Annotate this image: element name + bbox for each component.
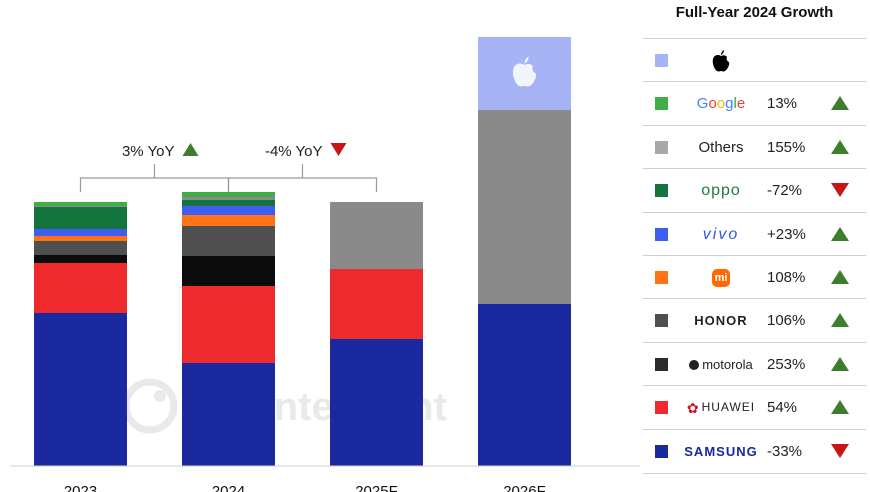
growth-value: -72% (767, 182, 803, 200)
bar-segment-others-2024 (182, 197, 275, 200)
bar-segment-vivo-2024 (182, 206, 275, 215)
legend-row: ✿ HUAWEI 54% (643, 385, 866, 429)
mi-logo-icon: mi (681, 256, 761, 299)
legend-swatch (655, 54, 668, 67)
bar-segment-xiaomi-2024 (182, 215, 275, 226)
yoy-bracket (79, 164, 230, 192)
motorola-label: motorola (702, 356, 753, 372)
bar-segment-huawei-2025f (330, 269, 423, 339)
legend-swatch (655, 97, 668, 111)
legend-swatch (655, 357, 668, 371)
legend-title: Full-Year 2024 Growth (675, 4, 834, 21)
x-tick-label: 2026F (503, 483, 546, 492)
bar-segment-oppo-2023 (34, 207, 127, 229)
bar-segment-samsung-2026f (478, 304, 571, 466)
x-tick-label: 2024 (212, 483, 245, 492)
bar-segment-samsung-2024 (182, 363, 275, 466)
huawei-flower-icon: ✿ (686, 399, 700, 416)
bar-segment-others-2026f (478, 110, 571, 304)
google-logo: Google (696, 95, 746, 113)
bar-segment-honor-2024 (182, 226, 275, 256)
bar-segment-motorola-2024 (182, 256, 275, 286)
apple-logo-icon (512, 56, 537, 87)
legend-swatch (655, 140, 668, 154)
huawei-logo: ✿ HUAWEI (681, 386, 761, 429)
x-tick-label: 2025F (355, 483, 398, 492)
legend-swatch (655, 444, 668, 458)
yoy-label: 3% YoY (122, 143, 175, 160)
huawei-label: HUAWEI (701, 400, 756, 415)
legend-row: vivo +23% (643, 211, 866, 256)
bars-layer (34, 37, 571, 466)
growth-value: 106% (767, 312, 806, 330)
legend-row (643, 38, 866, 82)
up-arrow-icon (831, 313, 849, 328)
legend-row: HONOR 106% (643, 298, 866, 342)
legend-swatch (655, 271, 668, 284)
growth-value: 108% (767, 269, 806, 286)
honor-logo: HONOR (694, 313, 748, 329)
legend-swatch (655, 227, 668, 241)
apple-logo-icon (681, 39, 761, 82)
motorola-icon (689, 360, 700, 371)
bar-segment-honor-2023 (34, 241, 127, 255)
up-arrow-icon (831, 356, 849, 371)
down-arrow-icon (831, 443, 849, 458)
yoy-annotations: 3% YoY -4% YoY (79, 143, 378, 192)
legend-swatch (655, 401, 668, 415)
legend-swatch (655, 314, 668, 328)
bar-segment-others-2023 (34, 206, 127, 207)
up-arrow-icon (831, 270, 849, 284)
bar-segment-huawei-2023 (34, 263, 127, 313)
bar-segment-samsung-2023 (34, 313, 127, 466)
bar-segment-huawei-2024 (182, 286, 275, 363)
up-arrow-icon (831, 96, 849, 111)
growth-value: +23% (767, 225, 806, 243)
legend-row: mi 108% (643, 255, 866, 299)
growth-value: 253% (767, 355, 806, 373)
up-arrow-icon (831, 400, 849, 415)
down-arrow-icon (831, 183, 849, 198)
yoy-label: -4% YoY (265, 143, 323, 160)
samsung-logo: SAMSUNG (684, 443, 758, 459)
bar-segment-google-2023 (34, 202, 127, 206)
growth-value: 155% (767, 138, 806, 156)
up-arrow-icon (182, 143, 199, 156)
growth-value: -33% (767, 442, 803, 460)
bar-segment-vivo-2023 (34, 229, 127, 236)
x-tick-label: 2023 (64, 483, 97, 492)
legend-row: SAMSUNG -33% (643, 428, 866, 474)
bar-segment-others-2025f (330, 202, 423, 269)
growth-legend-table: Full-Year 2024 Growth Google 13% Others 155… (643, 0, 866, 492)
up-arrow-icon (831, 139, 849, 154)
bar-segment-google-2024 (182, 192, 275, 197)
stacked-bar-chart: Counterpoint 2023 2024 2025F 2026F 3% YoY -4… (10, 37, 640, 492)
vivo-logo: vivo (702, 225, 740, 243)
bar-segment-oppo-2024 (182, 200, 275, 206)
growth-value: 54% (767, 399, 798, 417)
growth-value: 13% (767, 95, 798, 113)
legend-swatch (655, 184, 668, 198)
down-arrow-icon (330, 143, 347, 156)
legend-row: oppo -72% (643, 168, 866, 212)
legend-row: motorola 253% (643, 341, 866, 386)
bar-segment-xiaomi-2023 (34, 236, 127, 241)
legend-row: Google 13% (643, 81, 866, 125)
yoy-bracket (227, 164, 378, 192)
x-tick-labels: 2023 2024 2025F 2026F (64, 483, 546, 492)
brand-label: Others (698, 138, 744, 156)
bar-segment-samsung-2025f (330, 339, 423, 466)
oppo-logo: oppo (701, 182, 741, 200)
bar-segment-motorola-2023 (34, 255, 127, 263)
legend-row: Others 155% (643, 124, 866, 169)
motorola-logo: motorola (681, 343, 761, 386)
up-arrow-icon (831, 226, 849, 241)
